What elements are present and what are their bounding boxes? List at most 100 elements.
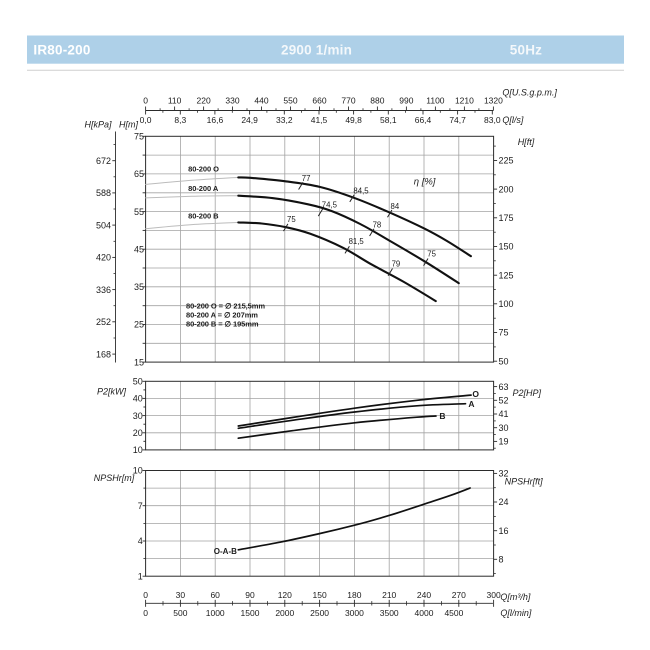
svg-text:78: 78 xyxy=(373,220,382,229)
svg-text:80-200 A: 80-200 A xyxy=(188,184,219,193)
svg-text:P2[kW]: P2[kW] xyxy=(97,387,127,397)
svg-text:63: 63 xyxy=(499,382,509,392)
svg-text:7: 7 xyxy=(138,501,143,511)
svg-text:41: 41 xyxy=(499,409,509,419)
svg-text:80-200 O = ∅ 215,5mm: 80-200 O = ∅ 215,5mm xyxy=(186,302,265,311)
svg-text:79: 79 xyxy=(392,260,401,269)
svg-text:15: 15 xyxy=(134,357,144,367)
svg-text:125: 125 xyxy=(499,270,514,280)
svg-text:40: 40 xyxy=(133,394,143,404)
svg-text:660: 660 xyxy=(312,96,326,106)
svg-text:240: 240 xyxy=(417,590,431,600)
svg-text:300: 300 xyxy=(487,590,501,600)
svg-text:Q[m³/h]: Q[m³/h] xyxy=(500,592,531,602)
svg-text:84,5: 84,5 xyxy=(353,186,369,195)
svg-text:8: 8 xyxy=(499,555,504,565)
svg-text:50Hz: 50Hz xyxy=(510,42,542,57)
svg-text:H[kPa]: H[kPa] xyxy=(84,120,112,130)
svg-text:168: 168 xyxy=(96,349,111,359)
svg-text:H[m]: H[m] xyxy=(119,120,138,130)
svg-text:330: 330 xyxy=(225,96,239,106)
svg-text:24: 24 xyxy=(499,497,509,507)
svg-text:O-A-B: O-A-B xyxy=(214,547,237,556)
svg-text:1100: 1100 xyxy=(426,96,445,106)
svg-text:25: 25 xyxy=(134,320,144,330)
svg-text:1000: 1000 xyxy=(206,608,225,618)
svg-text:336: 336 xyxy=(96,285,111,295)
svg-text:588: 588 xyxy=(96,188,111,198)
svg-text:19: 19 xyxy=(499,437,509,447)
svg-text:55: 55 xyxy=(134,207,144,217)
svg-text:75: 75 xyxy=(427,250,436,259)
svg-text:0: 0 xyxy=(143,96,148,106)
svg-text:B: B xyxy=(439,411,445,421)
svg-text:41,5: 41,5 xyxy=(311,115,328,125)
svg-text:120: 120 xyxy=(278,590,292,600)
svg-text:η [%]: η [%] xyxy=(414,177,436,188)
svg-text:180: 180 xyxy=(347,590,361,600)
svg-text:83,0: 83,0 xyxy=(484,115,501,125)
svg-text:1: 1 xyxy=(138,571,143,581)
svg-text:75: 75 xyxy=(134,132,144,142)
svg-text:Q[l/s]: Q[l/s] xyxy=(502,115,524,125)
svg-text:150: 150 xyxy=(499,242,514,252)
svg-text:0: 0 xyxy=(143,590,148,600)
svg-text:500: 500 xyxy=(173,608,187,618)
svg-text:4: 4 xyxy=(138,536,143,546)
svg-text:A: A xyxy=(468,399,474,409)
svg-text:2500: 2500 xyxy=(310,608,329,618)
svg-text:90: 90 xyxy=(245,590,255,600)
svg-text:66,4: 66,4 xyxy=(415,115,432,125)
svg-text:1320: 1320 xyxy=(484,96,503,106)
svg-text:45: 45 xyxy=(134,244,144,254)
svg-text:770: 770 xyxy=(341,96,355,106)
svg-text:58,1: 58,1 xyxy=(380,115,397,125)
svg-text:65: 65 xyxy=(134,169,144,179)
svg-text:30: 30 xyxy=(133,411,143,421)
svg-text:H[ft]: H[ft] xyxy=(518,137,535,147)
svg-text:81,5: 81,5 xyxy=(349,237,365,246)
svg-text:32: 32 xyxy=(499,469,509,479)
svg-text:24,9: 24,9 xyxy=(241,115,258,125)
svg-text:35: 35 xyxy=(134,282,144,292)
svg-text:1210: 1210 xyxy=(455,96,474,106)
svg-text:84: 84 xyxy=(391,202,400,211)
svg-text:110: 110 xyxy=(168,96,182,106)
svg-text:30: 30 xyxy=(176,590,186,600)
svg-text:50: 50 xyxy=(499,356,509,366)
svg-text:4000: 4000 xyxy=(415,608,434,618)
svg-text:420: 420 xyxy=(96,253,111,263)
svg-text:2000: 2000 xyxy=(275,608,294,618)
svg-text:80-200 B = ∅ 195mm: 80-200 B = ∅ 195mm xyxy=(186,319,259,328)
svg-text:990: 990 xyxy=(399,96,413,106)
svg-text:60: 60 xyxy=(210,590,220,600)
svg-text:10: 10 xyxy=(133,445,143,455)
svg-text:3500: 3500 xyxy=(380,608,399,618)
svg-text:80-200 B: 80-200 B xyxy=(188,212,219,221)
svg-text:NPSHr[ft]: NPSHr[ft] xyxy=(505,476,544,486)
svg-text:50: 50 xyxy=(133,377,143,387)
svg-text:30: 30 xyxy=(499,423,509,433)
svg-text:440: 440 xyxy=(254,96,268,106)
svg-text:IR80-200: IR80-200 xyxy=(33,42,90,57)
svg-text:210: 210 xyxy=(382,590,396,600)
svg-text:220: 220 xyxy=(197,96,211,106)
svg-text:1500: 1500 xyxy=(241,608,260,618)
svg-text:52: 52 xyxy=(499,396,509,406)
svg-text:O: O xyxy=(472,389,479,399)
svg-text:10: 10 xyxy=(133,466,143,476)
svg-text:270: 270 xyxy=(452,590,466,600)
svg-text:74,7: 74,7 xyxy=(449,115,466,125)
svg-text:672: 672 xyxy=(96,156,111,166)
svg-text:80-200 O: 80-200 O xyxy=(188,164,219,173)
svg-text:150: 150 xyxy=(313,590,327,600)
svg-text:252: 252 xyxy=(96,317,111,327)
svg-text:550: 550 xyxy=(283,96,297,106)
svg-text:49,8: 49,8 xyxy=(345,115,362,125)
svg-text:880: 880 xyxy=(370,96,384,106)
svg-text:74,5: 74,5 xyxy=(322,200,338,209)
svg-text:NPSHr[m]: NPSHr[m] xyxy=(94,473,135,483)
svg-text:80-200 A = ∅ 207mm: 80-200 A = ∅ 207mm xyxy=(186,311,258,320)
svg-text:75: 75 xyxy=(287,215,296,224)
svg-text:0: 0 xyxy=(143,608,148,618)
